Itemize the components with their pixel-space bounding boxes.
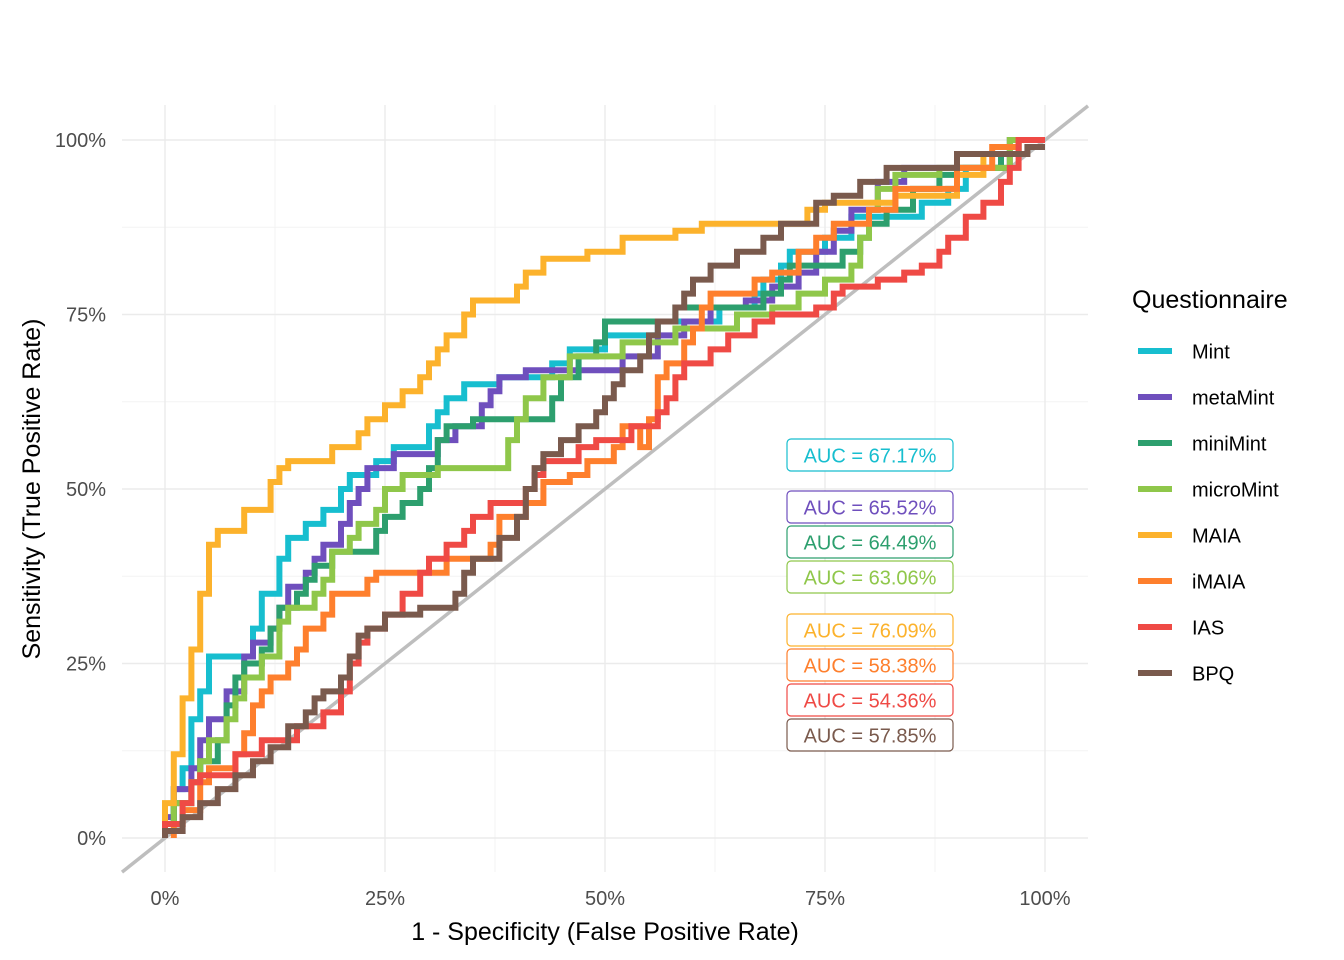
- legend-item-maia: MAIA: [1138, 526, 1242, 548]
- roc-curve-maia: [162, 137, 1045, 838]
- auc-label-bpq: AUC = 57.85%: [786, 718, 954, 752]
- legend-item-micromint: microMint: [1138, 480, 1279, 502]
- legend-label: metaMint: [1192, 388, 1275, 410]
- y-tick-label: 50%: [66, 479, 106, 501]
- x-tick-label: 100%: [1019, 888, 1070, 910]
- roc-curve-bpq: [162, 144, 1045, 838]
- auc-label-minimint: AUC = 64.49%: [786, 525, 954, 559]
- y-tick-label: 100%: [55, 130, 106, 152]
- x-tick-label: 25%: [365, 888, 405, 910]
- roc-curve-imaia: [170, 137, 1045, 838]
- auc-label-box: [786, 438, 954, 472]
- legend-title: Questionnaire: [1132, 286, 1288, 314]
- roc-curve-ias: [162, 137, 1045, 838]
- legend-label: IAS: [1192, 618, 1224, 640]
- auc-label-box: [786, 490, 954, 524]
- auc-label-text: AUC = 63.06%: [804, 568, 937, 590]
- legend-label: miniMint: [1192, 434, 1267, 456]
- y-tick-label: 25%: [66, 654, 106, 676]
- legend: Questionnaire Mint metaMint miniMint microM…: [1132, 286, 1288, 686]
- legend-label: BPQ: [1192, 664, 1234, 686]
- legend-label: MAIA: [1192, 526, 1242, 548]
- auc-label-box: [786, 718, 954, 752]
- x-tick-label: 75%: [805, 888, 845, 910]
- y-axis-ticks: 0% 25% 50% 75% 100%: [55, 130, 106, 850]
- legend-item-minimint: miniMint: [1138, 434, 1267, 456]
- auc-label-text: AUC = 64.49%: [804, 533, 937, 555]
- legend-label: iMAIA: [1192, 572, 1246, 594]
- legend-item-imaia: iMAIA: [1138, 572, 1246, 594]
- legend-item-ias: IAS: [1138, 618, 1224, 640]
- auc-label-box: [786, 613, 954, 647]
- x-axis-ticks: 0% 25% 50% 75% 100%: [151, 888, 1071, 910]
- legend-label: microMint: [1192, 480, 1279, 502]
- auc-label-text: AUC = 58.38%: [804, 656, 937, 678]
- x-tick-label: 0%: [151, 888, 180, 910]
- auc-label-box: [786, 648, 954, 682]
- auc-label-box: [786, 525, 954, 559]
- auc-label-text: AUC = 65.52%: [804, 498, 937, 520]
- auc-label-micromint: AUC = 63.06%: [786, 560, 954, 594]
- auc-label-metamint: AUC = 65.52%: [786, 490, 954, 524]
- legend-item-metamint: metaMint: [1138, 388, 1275, 410]
- roc-curves: [162, 137, 1045, 838]
- auc-label-text: AUC = 57.85%: [804, 726, 937, 748]
- x-tick-label: 50%: [585, 888, 625, 910]
- auc-label-box: [786, 683, 954, 717]
- legend-item-mint: Mint: [1138, 342, 1230, 364]
- auc-label-box: [786, 560, 954, 594]
- roc-curve-micromint: [162, 137, 1045, 838]
- auc-label-text: AUC = 54.36%: [804, 691, 937, 713]
- auc-label-mint: AUC = 67.17%: [786, 438, 954, 472]
- legend-item-bpq: BPQ: [1138, 664, 1234, 686]
- auc-annotations: AUC = 67.17% AUC = 65.52% AUC = 64.49% AUC …: [786, 438, 954, 752]
- auc-label-maia: AUC = 76.09%: [786, 613, 954, 647]
- auc-label-text: AUC = 76.09%: [804, 621, 937, 643]
- y-tick-label: 75%: [66, 305, 106, 327]
- x-axis-title: 1 - Specificity (False Positive Rate): [411, 918, 799, 946]
- auc-label-ias: AUC = 54.36%: [786, 683, 954, 717]
- legend-label: Mint: [1192, 342, 1230, 364]
- auc-label-imaia: AUC = 58.38%: [786, 648, 954, 682]
- y-axis-title: Sensitivity (True Positive Rate): [18, 319, 46, 660]
- auc-label-text: AUC = 67.17%: [804, 446, 937, 468]
- y-tick-label: 0%: [77, 828, 106, 850]
